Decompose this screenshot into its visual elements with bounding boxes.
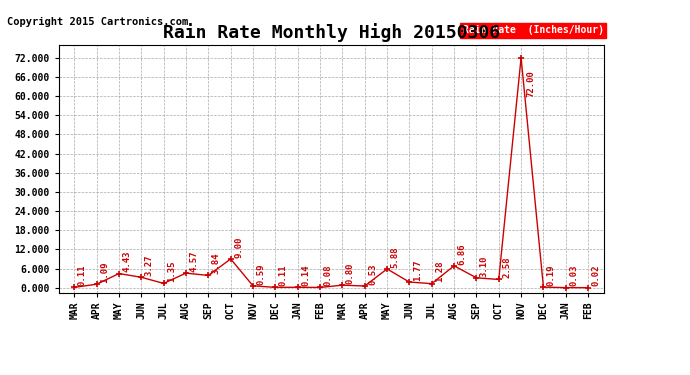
Title: Rain Rate Monthly High 20150306: Rain Rate Monthly High 20150306 [163, 23, 500, 42]
Text: 1.09: 1.09 [100, 261, 109, 283]
Text: 0.14: 0.14 [301, 264, 310, 286]
Text: 0.03: 0.03 [569, 265, 578, 286]
Text: 0.02: 0.02 [591, 265, 600, 286]
Text: 0.08: 0.08 [324, 265, 333, 286]
Text: 0.19: 0.19 [546, 264, 555, 286]
Text: 4.43: 4.43 [122, 251, 131, 272]
Text: Copyright 2015 Cartronics.com: Copyright 2015 Cartronics.com [7, 17, 188, 27]
Text: 72.00: 72.00 [526, 70, 535, 98]
Text: 1.35: 1.35 [167, 261, 176, 282]
Text: 0.11: 0.11 [279, 265, 288, 286]
Text: 0.80: 0.80 [346, 262, 355, 284]
Text: 3.27: 3.27 [145, 255, 154, 276]
Text: 3.84: 3.84 [212, 253, 221, 274]
Text: 0.59: 0.59 [257, 263, 266, 285]
Text: 1.77: 1.77 [413, 259, 422, 281]
Text: 3.10: 3.10 [480, 255, 489, 276]
Text: Rain Rate  (Inches/Hour): Rain Rate (Inches/Hour) [463, 25, 604, 35]
Text: 0.53: 0.53 [368, 263, 377, 285]
Text: 6.86: 6.86 [457, 243, 466, 264]
Text: 2.58: 2.58 [502, 257, 511, 278]
Text: 0.11: 0.11 [78, 265, 87, 286]
Text: 1.28: 1.28 [435, 261, 444, 282]
Text: 9.00: 9.00 [234, 236, 243, 258]
Text: 4.57: 4.57 [189, 251, 198, 272]
Text: 5.88: 5.88 [391, 246, 400, 268]
